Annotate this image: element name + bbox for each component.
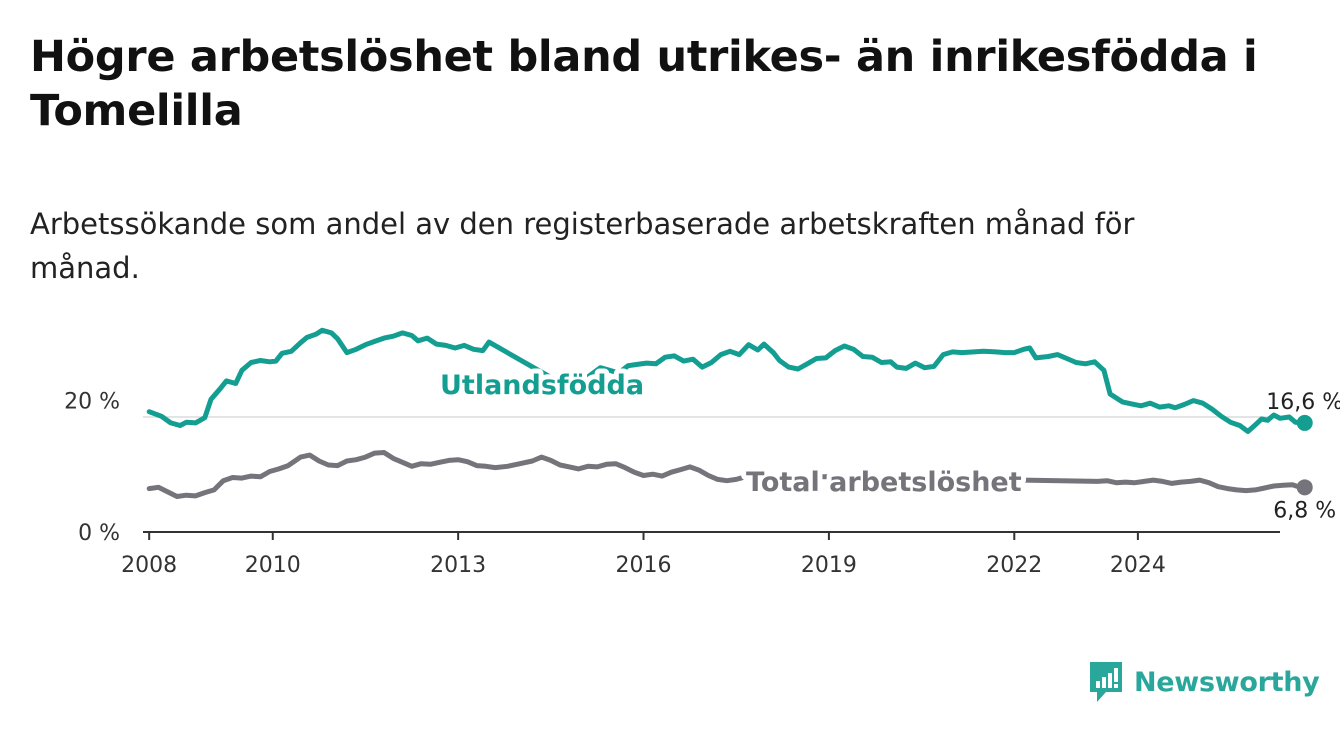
series-line-utlandsfodda	[146, 327, 1308, 434]
series-end-label: 16,6 %	[1266, 390, 1340, 415]
series-end-label: 6,8 %	[1273, 498, 1336, 523]
y-tick-label: 20 %	[64, 390, 120, 415]
series-end-dot	[1296, 479, 1313, 496]
series-line-total	[146, 450, 1308, 499]
newsworthy-logo-icon	[1090, 662, 1122, 702]
x-tick-label: 2019	[801, 553, 857, 578]
chart-title: Högre arbetslöshet bland utrikes- än inr…	[30, 32, 1258, 136]
y-tick-label: 0 %	[78, 521, 120, 546]
x-tick-label: 2022	[986, 553, 1042, 578]
x-tick-label: 2016	[616, 553, 672, 578]
series-label-total: Total arbetslöshet	[746, 467, 1022, 498]
newsworthy-logo: Newsworthy	[1088, 660, 1320, 704]
series-end-dot	[1296, 414, 1313, 431]
series-label-utlandsfodda: Utlandsfödda	[440, 370, 644, 401]
x-tick-label: 2024	[1110, 553, 1166, 578]
x-tick-label: 2010	[245, 553, 301, 578]
x-tick-label: 2013	[430, 553, 486, 578]
chart-subtitle: Arbetssökande som andel av den registerb…	[30, 207, 1135, 285]
x-tick-label: 2008	[121, 553, 177, 578]
brand-name: Newsworthy	[1134, 666, 1320, 698]
